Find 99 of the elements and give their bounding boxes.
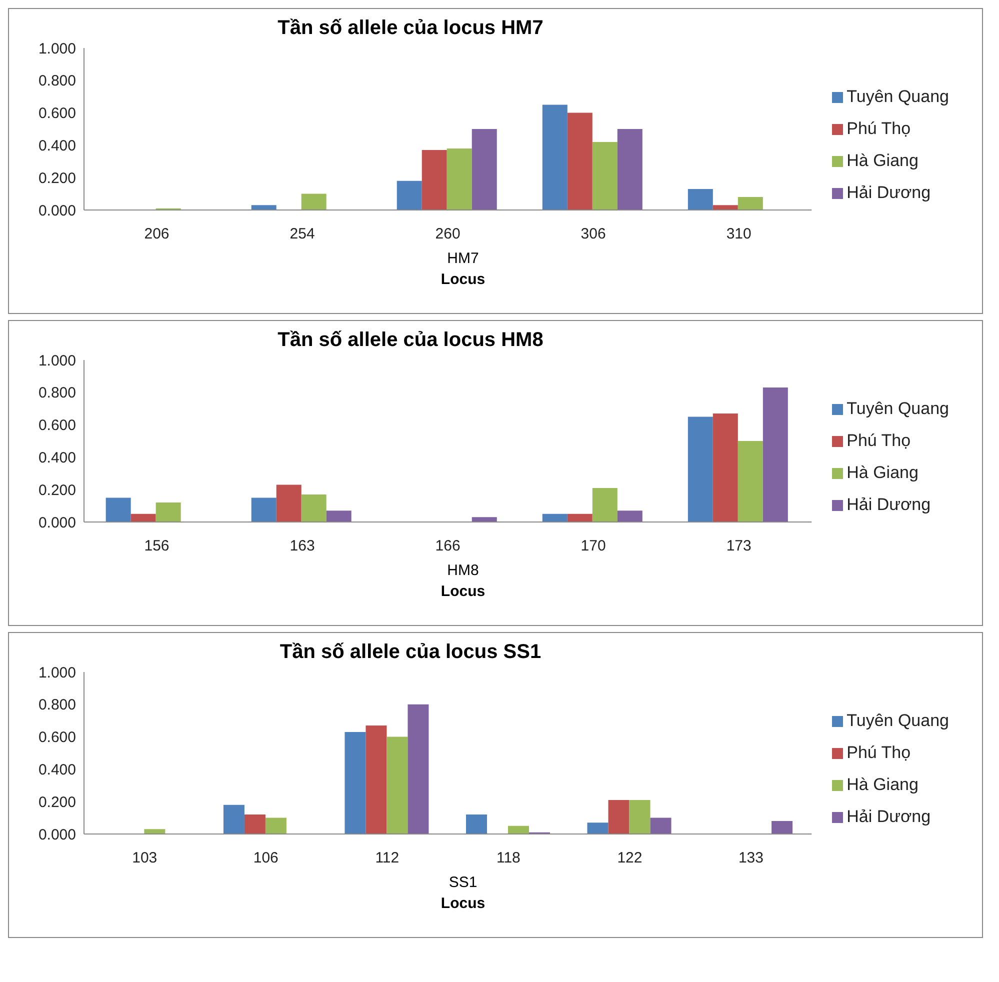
bar [106,498,131,522]
bar [223,804,244,834]
x-tick-label: 122 [617,850,642,867]
x-tick-label: 112 [375,850,400,867]
bar [762,388,788,522]
bar [472,517,497,522]
legend-label: Hải Dương [846,807,931,826]
bar [542,104,568,210]
legend-label: Phú Thọ [846,119,911,138]
x-axis-title: Locus [440,895,486,912]
bar [265,818,286,834]
y-tick-label: 0.000 [38,514,76,532]
x-tick-label: 156 [144,538,170,555]
bar [301,194,326,210]
y-tick-label: 0.000 [38,826,76,844]
legend-label: Hà Giang [846,463,918,482]
bar [592,142,618,210]
y-tick-label: 0.600 [38,105,76,122]
y-tick-label: 0.800 [38,384,76,402]
bar [772,821,793,834]
bar [130,514,156,522]
y-tick-label: 0.600 [38,417,76,434]
chart-title: Tần số allele của locus HM8 [276,329,544,352]
bar [366,725,387,834]
bar [712,413,738,522]
legend-label: Tuyên Quang [846,87,949,106]
bar [472,129,497,210]
x-axis-title: Locus [440,271,486,288]
bar [567,514,592,522]
bar [508,826,529,834]
x-tick-label: 206 [144,226,170,243]
legend-label: Hà Giang [846,775,918,794]
y-tick-label: 0.600 [38,729,76,746]
bar [396,180,422,210]
x-tick-label: 254 [290,226,315,243]
bar [617,510,642,522]
bar [244,814,266,834]
text: HM8 [446,562,480,579]
legend-label: Tuyên Quang [846,711,949,730]
bar [542,514,568,522]
bar [587,822,608,834]
bar [712,205,738,210]
x-axis-title: Locus [440,583,486,600]
x-tick-label: 173 [726,538,752,555]
chart-title: Tần số allele của locus HM7 [276,17,544,40]
bar [738,441,763,522]
bar [446,148,472,210]
x-tick-label: 103 [132,850,158,867]
x-tick-label: 306 [580,226,606,243]
bar [592,488,618,522]
bar [738,197,763,210]
y-tick-label: 0.400 [38,762,76,779]
bar [650,818,672,834]
bar [156,502,181,522]
bar [386,736,408,834]
x-tick-label: 260 [435,226,460,243]
chart-title: Tần số allele của locus SS1 [278,641,542,664]
y-tick-label: 0.800 [38,696,76,714]
x-tick-label: 118 [496,850,520,867]
y-tick-label: 0.400 [38,138,76,155]
legend-label: Hải Dương [846,183,931,202]
y-tick-label: 1.000 [38,352,76,370]
x-tick-label: 170 [580,538,606,555]
x-tick-label: 166 [435,538,460,555]
bar [251,498,276,522]
text: HM7 [446,250,480,267]
y-tick-label: 0.200 [38,794,76,811]
y-tick-label: 0.000 [38,202,76,220]
legend-label: Phú Thọ [846,743,911,762]
legend-label: Hà Giang [846,151,918,170]
bar [144,829,166,834]
y-tick-label: 0.200 [38,170,76,187]
x-tick-label: 163 [290,538,315,555]
y-tick-label: 0.200 [38,482,76,499]
bar [688,416,713,522]
text: SS1 [448,874,478,891]
y-tick-label: 1.000 [38,664,76,682]
bar [608,800,630,834]
y-tick-label: 0.800 [38,72,76,90]
x-tick-label: 310 [726,226,752,243]
y-tick-label: 0.400 [38,450,76,467]
bar [617,129,642,210]
bar [688,188,713,210]
bar [567,112,592,210]
bar [422,150,447,210]
bar [276,484,302,522]
bar [466,814,487,834]
bar [301,494,326,522]
bar [629,800,650,834]
x-tick-label: 133 [738,850,764,867]
bar [408,704,429,834]
legend-label: Phú Thọ [846,431,911,450]
legend-label: Hải Dương [846,495,931,514]
bar [326,510,352,522]
bar [251,205,276,210]
y-tick-label: 1.000 [38,40,76,58]
bar [344,732,366,834]
legend-label: Tuyên Quang [846,399,949,418]
x-tick-label: 106 [253,850,278,867]
